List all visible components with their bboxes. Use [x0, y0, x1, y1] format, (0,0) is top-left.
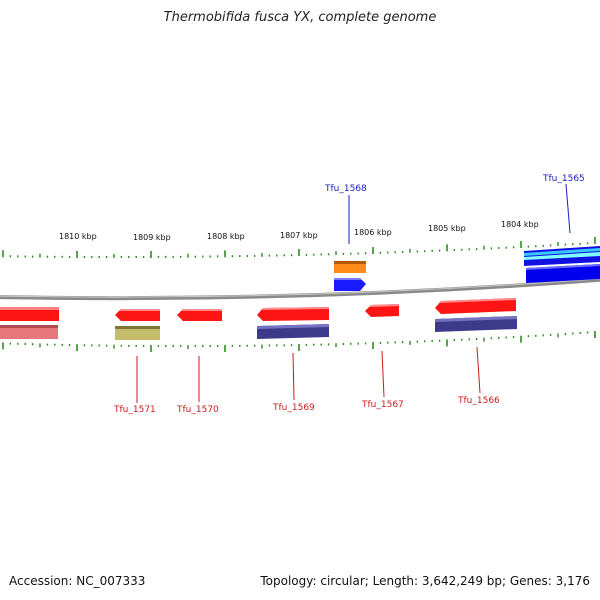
gene-tfu-1566[interactable] [435, 298, 517, 332]
scale-label-1807: 1807 kbp [280, 231, 318, 240]
scale-label-1808: 1808 kbp [207, 232, 245, 241]
gene-label-tfu-1569[interactable]: Tfu_1569 [272, 403, 315, 413]
gene-label-tfu-1571[interactable]: Tfu_1571 [113, 405, 156, 415]
gene-tfu-1570[interactable] [177, 309, 222, 321]
scale-ticks-outer [2, 236, 596, 258]
gene-tfu-1567[interactable] [365, 304, 399, 317]
genome-summary-text: Topology: circular; Length: 3,642,249 bp… [260, 574, 590, 588]
gene-tfu-1569[interactable] [257, 307, 329, 339]
gene-label-tfu-1567[interactable]: Tfu_1567 [361, 400, 404, 410]
scale-label-1810: 1810 kbp [59, 232, 97, 241]
accession-text: Accession: NC_007333 [9, 574, 146, 588]
gene-label-tfu-1568[interactable]: Tfu_1568 [324, 184, 367, 194]
gene-left-partial[interactable] [0, 307, 59, 339]
scale-label-1806: 1806 kbp [354, 228, 392, 237]
scale-label-1804: 1804 kbp [501, 220, 539, 229]
gene-tfu-1571[interactable] [115, 309, 160, 340]
gene-label-tfu-1570[interactable]: Tfu_1570 [176, 405, 219, 415]
scale-label-1809: 1809 kbp [133, 233, 171, 242]
gene-label-tfu-1565[interactable]: Tfu_1565 [542, 174, 585, 184]
gene-tfu-1565[interactable] [524, 246, 600, 283]
gene-tfu-1568[interactable] [334, 261, 366, 291]
scale-ticks-inner [2, 331, 596, 352]
gene-label-tfu-1566[interactable]: Tfu_1566 [457, 396, 500, 406]
map-title: Thermobifida fusca YX, complete genome [163, 10, 437, 25]
scale-label-1805: 1805 kbp [428, 224, 466, 233]
genome-backbone [0, 277, 600, 301]
